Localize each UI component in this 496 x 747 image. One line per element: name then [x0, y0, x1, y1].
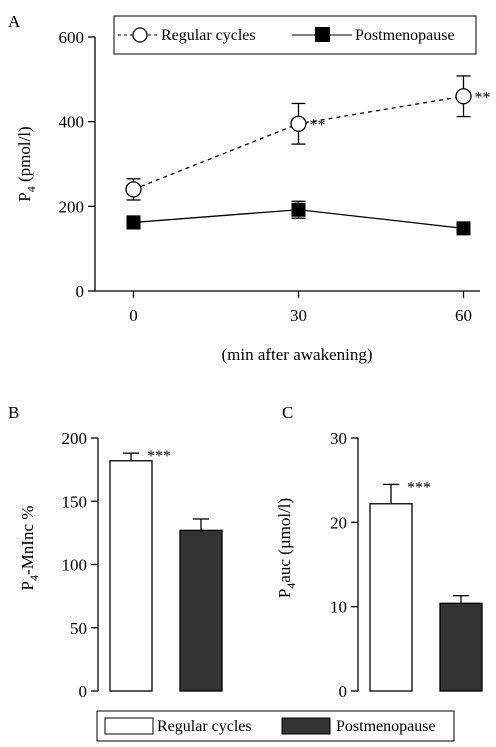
panel-c-y-tick-label: 10: [330, 598, 347, 617]
panel-b-y-tick-label: 50: [70, 619, 87, 638]
panel-c-y-tick-label: 0: [339, 682, 348, 701]
panel-b-y-tick-label: 100: [62, 556, 88, 575]
panel-b-label: B: [8, 403, 19, 422]
panel-c-bar-postmeno: [439, 602, 483, 692]
legend-a: Regular cycles Postmenopause: [113, 15, 477, 55]
panel-b-significance: ***: [147, 448, 171, 465]
chart-marks: 0 200 400 600 0 30 60 ** ** 0 50 100 150 200 *** 0 10 20 3…: [59, 28, 491, 701]
panel-a-point-regular: [290, 115, 307, 132]
panel-c-y-tick-label: 20: [330, 513, 347, 532]
panel-a-point-postmeno: [126, 215, 141, 230]
legend-a-postmeno-label: Postmenopause: [355, 27, 455, 44]
panel-a-y-tick-label: 200: [59, 197, 85, 216]
legend-bottom-postmeno-swatch: [281, 717, 331, 735]
panel-a-point-regular: [125, 181, 142, 198]
legend-bottom-box: [96, 710, 455, 742]
panel-a-y-tick-label: 400: [59, 113, 85, 132]
legend-a-square-marker: [315, 27, 330, 42]
panel-a-xlabel: (min after awakening): [221, 345, 372, 364]
panel-a-significance: **: [310, 117, 326, 134]
legend-a-circle-marker: [132, 27, 148, 43]
panel-b-bar-postmeno: [179, 529, 223, 692]
panel-c-ylabel: P4auc (µmol/l): [275, 498, 298, 598]
panel-c-y-tick-label: 30: [330, 429, 347, 448]
panel-b-y-tick-label: 0: [79, 682, 88, 701]
panel-c-bar-regular: [369, 503, 413, 692]
legend-bottom-regular-swatch: [104, 717, 154, 735]
panel-c-significance: ***: [407, 479, 431, 496]
panel-c-label: C: [282, 403, 293, 422]
panel-b-y-tick-label: 200: [62, 429, 88, 448]
legend-a-regular-label: Regular cycles: [161, 27, 256, 44]
panel-a-x-tick-label: 0: [129, 306, 138, 325]
panel-a-y-tick-label: 0: [76, 282, 85, 301]
legend-bottom-regular-label: Regular cycles: [157, 718, 252, 735]
panel-a-point-postmeno: [291, 202, 306, 217]
legend-bottom: Regular cycles Postmenopause: [96, 710, 455, 742]
panel-a-ylabel: P4 (pmol/l): [15, 126, 38, 201]
panel-a-point-postmeno: [456, 221, 471, 236]
legend-bottom-postmeno-label: Postmenopause: [336, 718, 436, 735]
panel-a-x-tick-label: 60: [455, 306, 472, 325]
panel-a-y-tick-label: 600: [59, 28, 85, 47]
panel-a-x-tick-label: 30: [290, 306, 307, 325]
panel-b-y-tick-label: 150: [62, 492, 88, 511]
panel-b-ylabel: P4-MnInc %: [18, 506, 41, 591]
panel-a-significance: **: [475, 89, 491, 106]
panel-a-point-regular: [455, 88, 472, 105]
panel-a-label: A: [8, 12, 21, 31]
panel-b-bar-regular: [109, 460, 153, 692]
